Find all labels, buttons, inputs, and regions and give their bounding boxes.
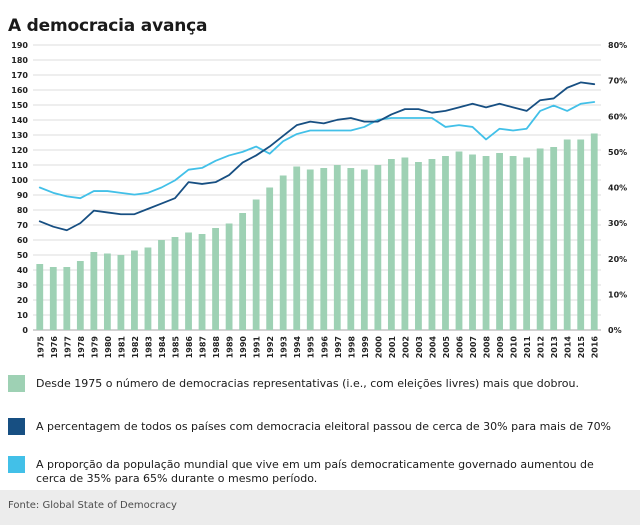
svg-text:1991: 1991 <box>253 336 262 359</box>
svg-text:2002: 2002 <box>401 336 410 358</box>
svg-text:2014: 2014 <box>564 336 573 359</box>
svg-text:110: 110 <box>11 161 28 170</box>
svg-text:50%: 50% <box>608 148 627 157</box>
legend-label-countries-pct: A percentagem de todos os países com dem… <box>36 420 612 433</box>
svg-text:2016: 2016 <box>591 336 600 359</box>
svg-text:2006: 2006 <box>456 336 465 359</box>
axis-tick-labels: 0 10 20 30 40 50 60 70 80 90 100 110 120 130 140 150 160… <box>11 41 627 335</box>
legend-item-population-pct: A proporção da população mundial que viv… <box>8 456 618 487</box>
svg-text:1995: 1995 <box>307 336 316 359</box>
svg-text:2003: 2003 <box>415 336 424 358</box>
svg-text:180: 180 <box>11 56 28 65</box>
svg-text:1986: 1986 <box>185 336 194 359</box>
svg-text:1985: 1985 <box>172 336 181 359</box>
svg-text:1992: 1992 <box>266 336 275 358</box>
svg-text:130: 130 <box>11 131 28 140</box>
svg-text:1979: 1979 <box>90 336 99 359</box>
svg-text:30: 30 <box>17 281 29 290</box>
democracy-chart: 0 10 20 30 40 50 60 70 80 90 100 110 120 130 140 150 160… <box>11 41 627 359</box>
svg-text:1990: 1990 <box>239 336 248 359</box>
svg-text:1977: 1977 <box>63 336 72 358</box>
svg-text:50: 50 <box>17 251 29 260</box>
svg-text:60%: 60% <box>608 112 627 121</box>
svg-text:1980: 1980 <box>104 336 113 359</box>
svg-text:60: 60 <box>17 236 29 245</box>
svg-text:2001: 2001 <box>388 336 397 359</box>
svg-text:70%: 70% <box>608 77 627 86</box>
legend-item-democracies: Desde 1975 o número de democracias repre… <box>8 375 579 392</box>
svg-text:1982: 1982 <box>131 336 140 358</box>
svg-text:100: 100 <box>11 176 28 185</box>
svg-text:90: 90 <box>17 191 29 200</box>
svg-text:2007: 2007 <box>469 336 478 358</box>
svg-text:140: 140 <box>11 116 28 125</box>
svg-text:80: 80 <box>17 206 29 215</box>
legend-swatch-green <box>8 375 25 392</box>
svg-text:40%: 40% <box>608 184 627 193</box>
svg-text:1998: 1998 <box>347 336 356 359</box>
svg-text:2012: 2012 <box>537 336 546 358</box>
legend-swatch-darkblue <box>8 418 25 435</box>
svg-text:1997: 1997 <box>334 336 343 358</box>
svg-text:70: 70 <box>17 221 29 230</box>
svg-text:1987: 1987 <box>199 336 208 358</box>
x-axis-labels: 1975 1976 1977 1978 1979 1980 1981 1982 1983 1984… <box>36 336 599 359</box>
page-title: A democracia avança <box>8 16 208 37</box>
svg-text:120: 120 <box>11 146 28 155</box>
svg-text:30%: 30% <box>608 219 627 228</box>
line-series <box>38 81 596 232</box>
svg-text:1993: 1993 <box>280 336 289 358</box>
svg-text:0: 0 <box>22 326 28 335</box>
svg-text:190: 190 <box>11 41 28 50</box>
bars-group <box>36 133 598 330</box>
svg-text:2008: 2008 <box>483 336 492 359</box>
gridlines <box>33 44 601 331</box>
legend-item-countries-pct: A percentagem de todos os países com dem… <box>8 418 612 435</box>
svg-text:1983: 1983 <box>144 336 153 358</box>
svg-text:2013: 2013 <box>550 336 559 358</box>
svg-text:1999: 1999 <box>361 336 370 359</box>
svg-text:1981: 1981 <box>117 336 126 359</box>
svg-text:150: 150 <box>11 101 28 110</box>
source-text: Fonte: Global State of Democracy <box>8 500 177 511</box>
svg-text:0%: 0% <box>608 326 622 335</box>
svg-text:20: 20 <box>17 296 29 305</box>
source-bar: Fonte: Global State of Democracy <box>0 490 640 525</box>
svg-text:2000: 2000 <box>374 336 383 359</box>
svg-text:1984: 1984 <box>158 336 167 359</box>
svg-text:2005: 2005 <box>442 336 451 359</box>
line-series <box>38 101 596 200</box>
svg-text:160: 160 <box>11 86 28 95</box>
svg-text:2010: 2010 <box>510 336 519 359</box>
svg-text:1988: 1988 <box>212 336 221 359</box>
legend-label-democracies: Desde 1975 o número de democracias repre… <box>36 377 579 390</box>
svg-text:1975: 1975 <box>36 336 45 359</box>
svg-text:2009: 2009 <box>496 336 505 359</box>
svg-text:10%: 10% <box>608 290 627 299</box>
svg-text:1978: 1978 <box>77 336 86 359</box>
svg-text:2011: 2011 <box>523 336 532 359</box>
svg-text:80%: 80% <box>608 41 627 50</box>
svg-text:1996: 1996 <box>320 336 329 359</box>
svg-text:1976: 1976 <box>50 336 59 359</box>
svg-text:40: 40 <box>17 266 29 275</box>
svg-text:10: 10 <box>17 311 29 320</box>
svg-text:170: 170 <box>11 71 28 80</box>
svg-text:2004: 2004 <box>428 336 437 359</box>
legend-swatch-lightblue <box>8 456 25 473</box>
svg-text:2015: 2015 <box>577 336 586 359</box>
svg-text:20%: 20% <box>608 255 627 264</box>
legend-label-population-pct: A proporção da população mundial que viv… <box>36 458 594 486</box>
svg-text:1994: 1994 <box>293 336 302 359</box>
svg-text:1989: 1989 <box>226 336 235 359</box>
